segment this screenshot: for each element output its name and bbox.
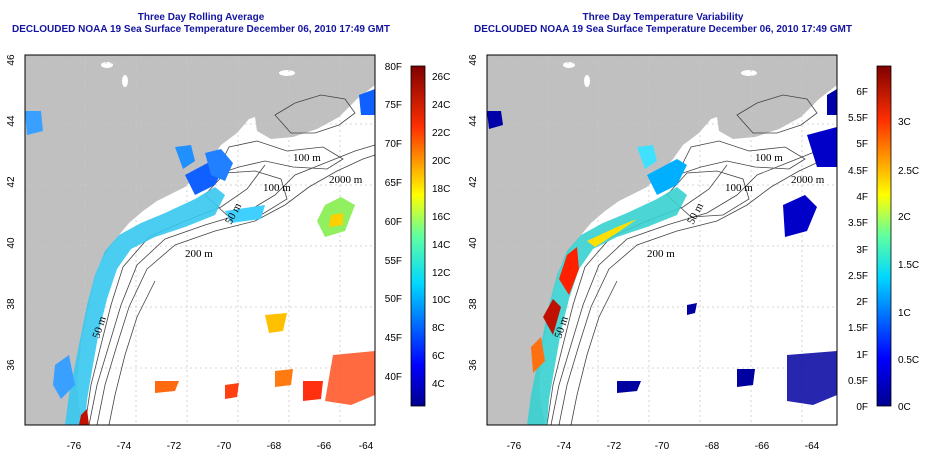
colorbar-c-label: 14C xyxy=(432,240,450,251)
colorbar-f-label: 60F xyxy=(385,217,402,228)
colorbar-f-label: 6F xyxy=(856,87,868,98)
y-tick: 42 xyxy=(6,176,17,188)
colorbar-f-label: 1F xyxy=(856,350,868,361)
left-title-line2: DECLOUDED NOAA 19 Sea Surface Temperatur… xyxy=(12,24,390,35)
y-tick: 42 xyxy=(468,176,479,188)
left-map-frame xyxy=(24,54,376,426)
x-tick: -68 xyxy=(705,441,720,452)
colorbar-c-label: 20C xyxy=(432,156,450,167)
x-tick: -72 xyxy=(167,441,182,452)
y-tick: 38 xyxy=(468,298,479,310)
colorbar-f-label: 70F xyxy=(385,139,402,150)
contour-label-200m: 200 m xyxy=(185,248,213,260)
contour-label-100m-b: 100 m xyxy=(263,182,291,194)
left-map-panel: 100 m 100 m 2000 m 50 m 200 m 50 m xyxy=(24,54,376,426)
colorbar-c-label: 2C xyxy=(898,212,911,223)
colorbar-f-label: 5F xyxy=(856,139,868,150)
x-tick: -70 xyxy=(655,441,670,452)
colorbar-c-label: 0.5C xyxy=(898,355,919,366)
right-panel-title: Three Day Temperature Variability DECLOU… xyxy=(462,12,864,36)
colorbar-f-label: 3F xyxy=(856,245,868,256)
colorbar-c-label: 10C xyxy=(432,295,450,306)
colorbar-c-label: 26C xyxy=(432,72,450,83)
colorbar-f-label: 4F xyxy=(856,192,868,203)
contour-label-100m-a: 100 m xyxy=(293,152,321,164)
left-sst-overlay xyxy=(25,89,375,425)
right-map-frame xyxy=(486,54,838,426)
right-y-axis: 46 44 42 40 38 36 xyxy=(468,54,479,371)
y-tick: 40 xyxy=(468,237,479,249)
right-title-line2: DECLOUDED NOAA 19 Sea Surface Temperatur… xyxy=(474,24,852,35)
colorbar-c-label: 24C xyxy=(432,100,450,111)
colorbar-c-label: 22C xyxy=(432,128,450,139)
colorbar-c-label: 1.5C xyxy=(898,260,919,271)
right-x-axis: -76 -74 -72 -70 -68 -66 -64 xyxy=(507,441,820,452)
colorbar-f-label: 75F xyxy=(385,100,402,111)
x-tick: -64 xyxy=(359,441,374,452)
colorbar-f-label: 80F xyxy=(385,62,402,73)
colorbar-f-label: 50F xyxy=(385,294,402,305)
right-variability-overlay xyxy=(487,89,837,425)
y-tick: 36 xyxy=(6,359,17,371)
colorbar-c-label: 16C xyxy=(432,212,450,223)
colorbar-f-label: 5.5F xyxy=(848,113,868,124)
colorbar-c-label: 12C xyxy=(432,268,450,279)
x-tick: -76 xyxy=(507,441,522,452)
x-tick: -64 xyxy=(805,441,820,452)
contour-label-100m-b: 100 m xyxy=(725,182,753,194)
x-tick: -74 xyxy=(557,441,572,452)
contour-label-100m-a: 100 m xyxy=(755,152,783,164)
left-panel-title: Three Day Rolling Average DECLOUDED NOAA… xyxy=(0,12,402,36)
colorbar-f-label: 4.5F xyxy=(848,166,868,177)
y-tick: 38 xyxy=(6,298,17,310)
left-y-axis: 46 44 42 40 38 36 xyxy=(6,54,17,371)
colorbar-f-label: 40F xyxy=(385,372,402,383)
colorbar-c-label: 0C xyxy=(898,402,911,413)
colorbar-f-label: 0F xyxy=(856,402,868,413)
x-tick: -74 xyxy=(117,441,132,452)
y-tick: 44 xyxy=(6,115,17,127)
contour-label-200m: 200 m xyxy=(647,248,675,260)
colorbar-f-label: 2F xyxy=(856,297,868,308)
right-colorbar: 6F 5.5F 5F 4.5F 4F 3.5F 3F 2.5F 2F 1.5F … xyxy=(848,65,919,413)
y-tick: 46 xyxy=(468,54,479,66)
y-tick: 46 xyxy=(6,54,17,66)
colorbar-f-label: 2.5F xyxy=(848,271,868,282)
left-title-line1: Three Day Rolling Average xyxy=(137,12,265,23)
x-tick: -72 xyxy=(607,441,622,452)
colorbar-f-label: 55F xyxy=(385,256,402,267)
x-tick: -68 xyxy=(267,441,282,452)
colorbar-c-label: 18C xyxy=(432,184,450,195)
y-tick: 36 xyxy=(468,359,479,371)
colorbar-c-label: 3C xyxy=(898,117,911,128)
contour-label-2000m: 2000 m xyxy=(791,174,825,186)
left-colorbar: 80F 75F 70F 65F 60F 55F 50F 45F 40F 26C … xyxy=(385,62,450,407)
x-tick: -76 xyxy=(67,441,82,452)
y-tick: 40 xyxy=(6,237,17,249)
right-title-line1: Three Day Temperature Variability xyxy=(582,12,744,23)
contour-label-2000m: 2000 m xyxy=(329,174,363,186)
left-x-axis: -76 -74 -72 -70 -68 -66 -64 xyxy=(67,441,374,452)
y-tick: 44 xyxy=(468,115,479,127)
colorbar-c-label: 6C xyxy=(432,351,445,362)
x-tick: -66 xyxy=(755,441,770,452)
x-tick: -66 xyxy=(317,441,332,452)
colorbar-f-label: 65F xyxy=(385,178,402,189)
colorbar-c-label: 2.5C xyxy=(898,166,919,177)
colorbar-c-label: 4C xyxy=(432,379,445,390)
colorbar-f-label: 45F xyxy=(385,333,402,344)
x-tick: -70 xyxy=(217,441,232,452)
right-map-panel: 100 m 100 m 2000 m 50 m 200 m 50 m xyxy=(486,54,838,426)
colorbar-f-label: 0.5F xyxy=(848,376,868,387)
colorbar-c-label: 8C xyxy=(432,323,445,334)
colorbar-f-label: 1.5F xyxy=(848,323,868,334)
colorbar-f-label: 3.5F xyxy=(848,218,868,229)
colorbar-c-label: 1C xyxy=(898,308,911,319)
